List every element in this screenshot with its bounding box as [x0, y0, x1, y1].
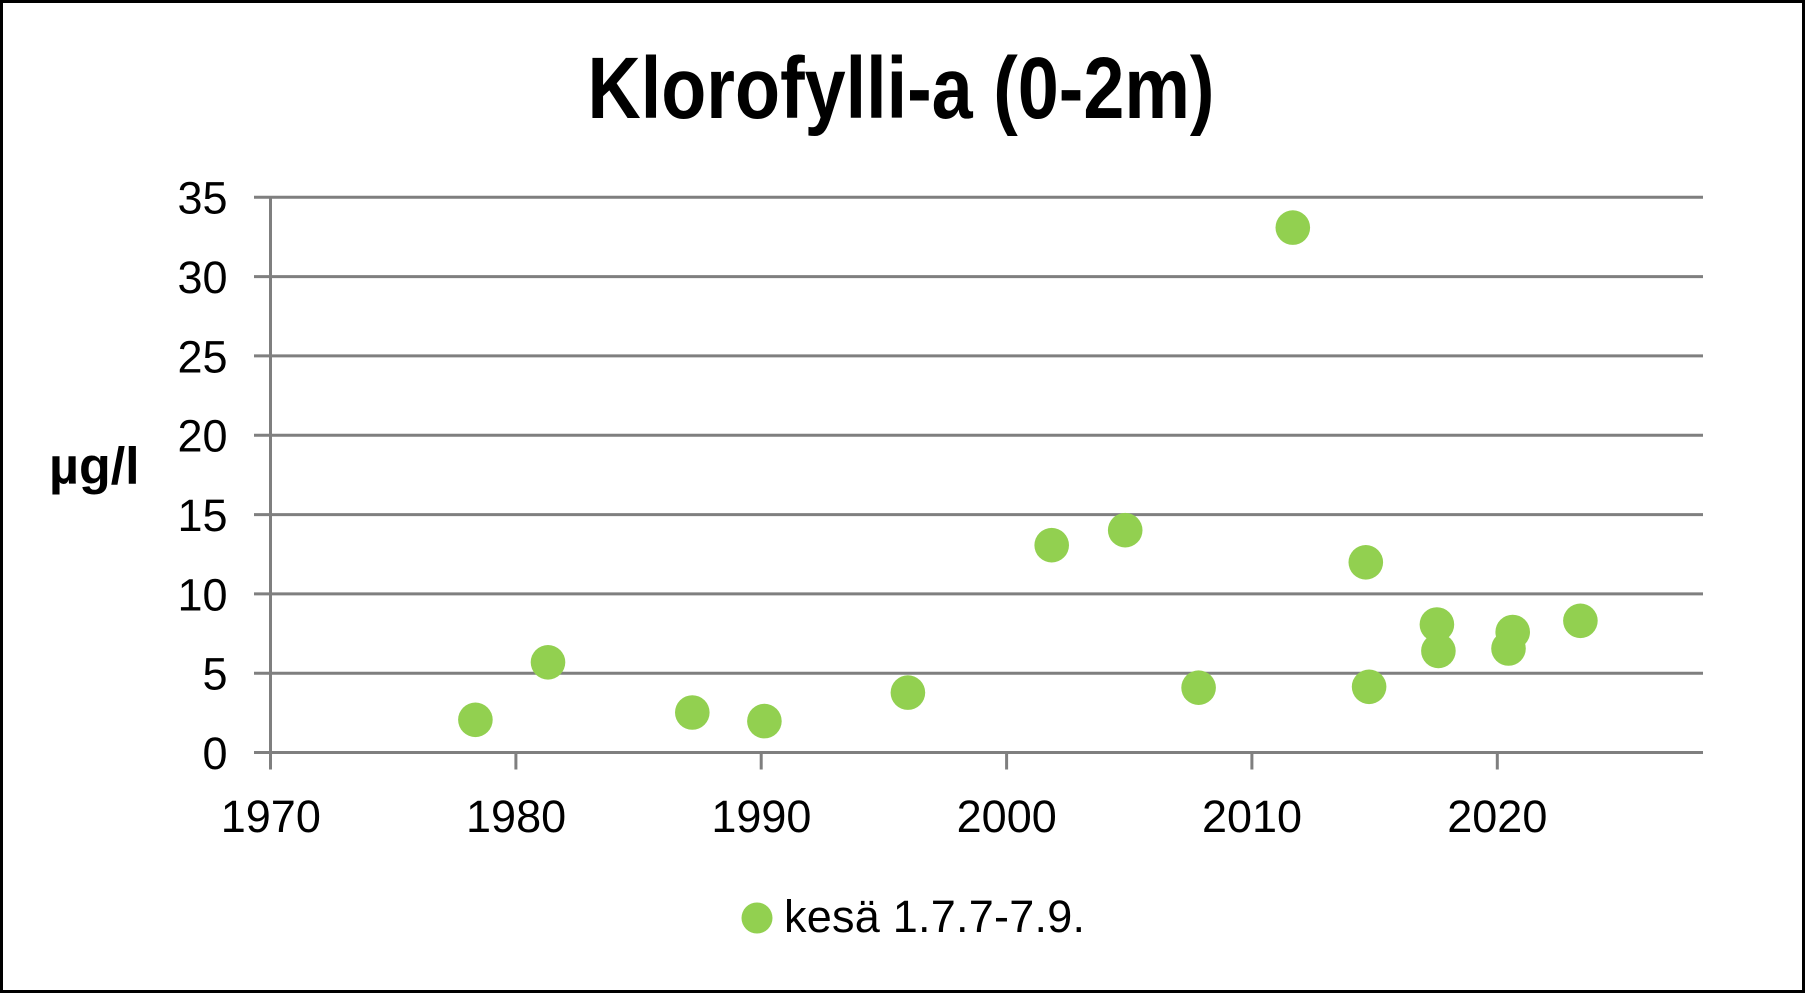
svg-text:25: 25	[177, 331, 227, 382]
svg-text:1970: 1970	[221, 791, 321, 842]
svg-text:10: 10	[177, 569, 227, 620]
svg-text:15: 15	[177, 490, 227, 541]
svg-text:µg/l: µg/l	[49, 438, 140, 496]
svg-text:2010: 2010	[1202, 791, 1302, 842]
svg-text:20: 20	[177, 411, 227, 462]
svg-text:2000: 2000	[957, 791, 1057, 842]
svg-text:5: 5	[202, 649, 227, 700]
svg-text:1980: 1980	[466, 791, 566, 842]
svg-text:Klorofylli-a (0-2m): Klorofylli-a (0-2m)	[588, 40, 1215, 137]
svg-text:2020: 2020	[1447, 791, 1547, 842]
svg-text:30: 30	[177, 252, 227, 303]
svg-text:35: 35	[177, 173, 227, 224]
svg-text:kesä 1.7.7-7.9.: kesä 1.7.7-7.9.	[784, 891, 1085, 942]
svg-text:0: 0	[202, 728, 227, 779]
svg-text:1990: 1990	[711, 791, 811, 842]
